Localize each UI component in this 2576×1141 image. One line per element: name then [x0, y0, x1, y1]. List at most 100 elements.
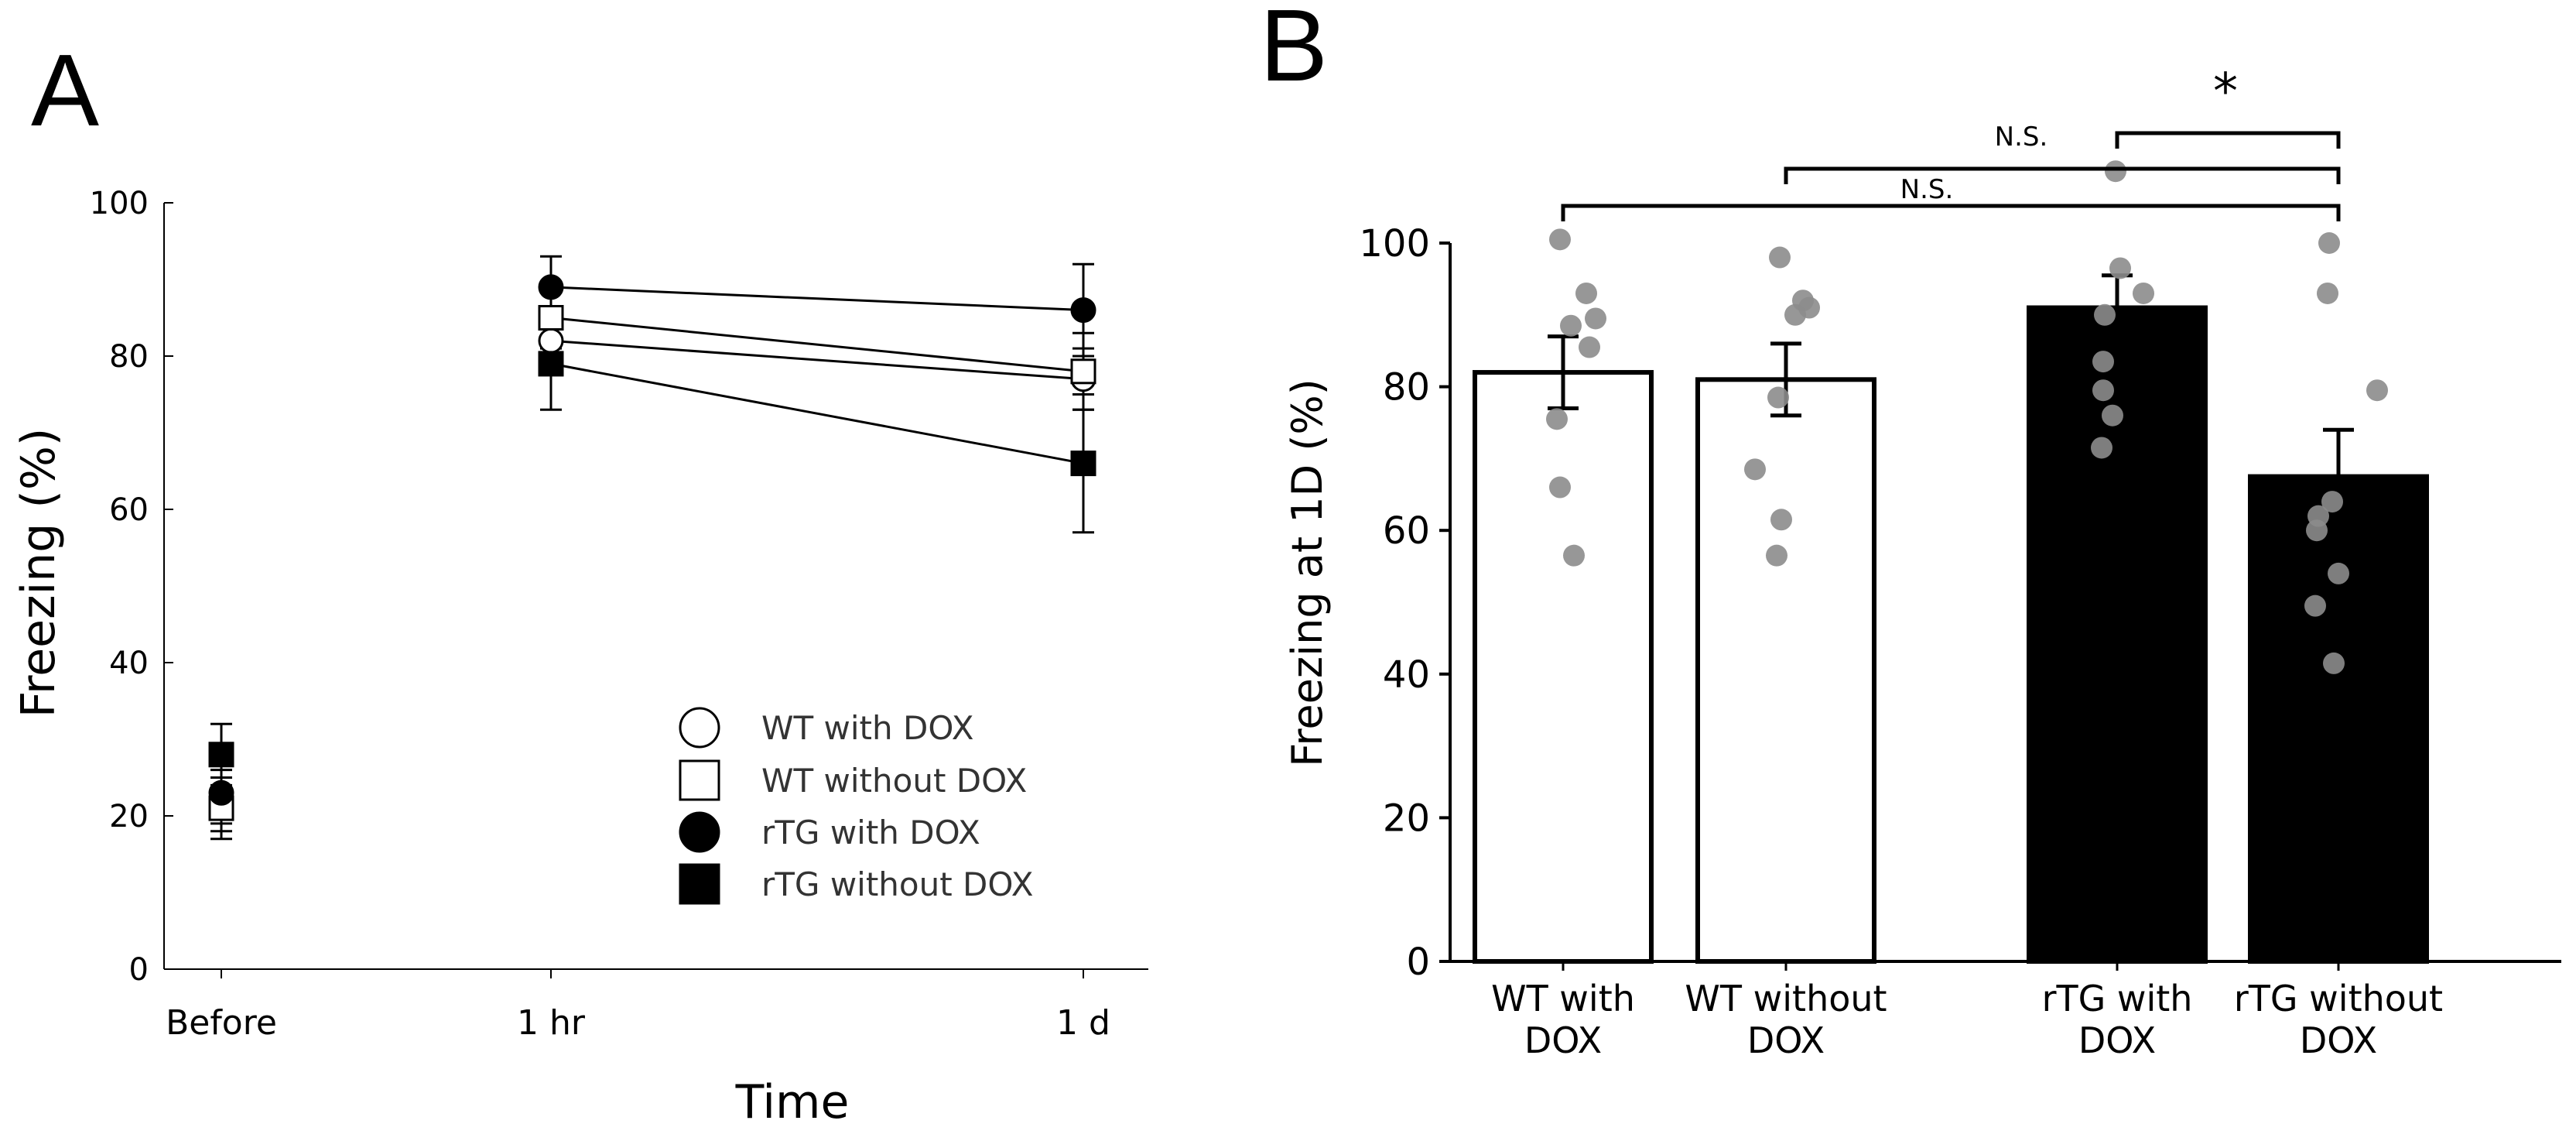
panel-b-bars	[1473, 305, 2429, 965]
panel-b-significance-bracket: N.S.	[1561, 174, 2341, 221]
panel-a-series-line	[550, 317, 1084, 373]
panel-b-significance-label: N.S.	[1995, 122, 2048, 152]
panel-a-axes	[163, 203, 1148, 970]
panel-b-significance-brackets: N.S. N.S. *	[1561, 63, 2341, 221]
panel-a-legend-label: WT without DOX	[761, 762, 1027, 800]
panel-a-legend-marker	[679, 811, 720, 853]
panel-b-data-point	[2318, 232, 2340, 254]
panel-b-data-point	[2304, 594, 2326, 617]
panel-b-y-axis-label: Freezing at 1D (%)	[1283, 379, 1332, 767]
panel-b-data-point	[2323, 652, 2345, 674]
panel-a-markers	[208, 274, 1096, 821]
panel-b-data-point	[1744, 458, 1766, 481]
panel-b-bar	[2248, 474, 2429, 964]
panel-b-data-point	[1549, 476, 1571, 499]
panel-a-legend-marker	[679, 707, 720, 749]
panel-b-data-point	[1770, 509, 1792, 531]
panel-b-data-point	[2091, 437, 2112, 459]
panel-b-data-point	[1579, 336, 1600, 358]
panel-a-data-point	[538, 351, 564, 377]
panel-a-data-point	[1070, 358, 1096, 385]
panel-b-data-point	[1769, 246, 1791, 269]
panel-b-data-point	[2366, 379, 2388, 402]
panel-b-data-point	[2321, 491, 2343, 513]
panel-a-legend-label: rTG without DOX	[761, 865, 1034, 903]
panel-b-y-tick-label: 20	[1383, 797, 1430, 840]
panel-b-data-point	[2094, 303, 2116, 326]
panel-b-bracket-line	[1784, 166, 2341, 184]
panel-a-y-tick-label: 0	[129, 952, 149, 988]
panel-a-data-point	[208, 742, 234, 768]
panel-b-y-tick-label: 100	[1359, 222, 1430, 266]
panel-a-y-tick-label: 40	[109, 646, 149, 681]
panel-b-bar	[1695, 377, 1876, 964]
panel-b-data-point	[1546, 408, 1568, 430]
panel-b-x-tick-label-line2: DOX	[1747, 1019, 1825, 1061]
panel-a-y-tick-label: 20	[109, 799, 149, 834]
panel-b-data-point	[1549, 228, 1571, 251]
panel-a-data-point	[538, 305, 564, 331]
panel-a-y-tick-label: 80	[109, 339, 149, 375]
panel-b-significance-label: *	[2213, 63, 2238, 121]
panel-b-data-point	[2092, 351, 2114, 373]
panel-b-bracket-line	[2115, 131, 2341, 149]
panel-a-x-categories: Before 1 hr 1 d	[166, 969, 1110, 1043]
panel-b-y-tick-label: 60	[1383, 509, 1430, 553]
panel-a-legend-marker	[679, 863, 720, 905]
panel-b-error-bars	[1548, 273, 2354, 526]
panel-a-x-tick-label: Before	[166, 1003, 277, 1043]
panel-b-data-point	[1563, 544, 1585, 567]
panel-a-series-lines	[550, 286, 1084, 465]
panel-b-x-tick-label-line2: DOX	[2078, 1019, 2156, 1061]
panel-b-data-point	[1766, 544, 1787, 567]
panel-a-legend-marker	[679, 759, 720, 801]
panel-a-data-point	[208, 780, 234, 806]
panel-b-x-tick-label-line2: DOX	[1524, 1019, 1602, 1061]
panel-a-series-line	[550, 286, 1084, 312]
panel-b-data-point	[2109, 257, 2131, 279]
panel-b-y-ticks: 0 20 40 60 80 100	[1359, 222, 1450, 984]
panel-a-y-ticks: 0 20 40 60 80 100	[90, 186, 173, 988]
panel-a-y-tick-label: 60	[109, 492, 149, 528]
panel-b-data-point	[1560, 314, 1582, 337]
panel-b-y-tick-label: 40	[1383, 653, 1430, 697]
panel-b-data-point	[2306, 519, 2328, 542]
panel-b-y-tick-label: 80	[1383, 366, 1430, 409]
panel-b-data-point	[2133, 282, 2154, 304]
panel-b-x-tick-label-line2: DOX	[2300, 1019, 2377, 1061]
panel-a-y-tick-label: 100	[90, 186, 149, 221]
panel-a-letter: A	[31, 33, 99, 147]
panel-a-data-point	[1070, 297, 1096, 324]
panel-b-data-point	[2317, 282, 2338, 304]
panel-a: A 0 20 40 60 80 100 Before 1 hr 1 d WT with DOX…	[12, 33, 1148, 1129]
panel-a-data-point	[538, 274, 564, 300]
panel-b-x-tick-label-line1: rTG with	[2042, 978, 2193, 1019]
panel-b-data-point	[2102, 404, 2123, 427]
panel-b-significance-bracket: N.S.	[1784, 122, 2341, 184]
panel-b-x-tick-label-line1: WT with	[1491, 978, 1635, 1019]
panel-a-data-point	[538, 327, 564, 354]
panel-b-data-point	[1767, 386, 1789, 409]
panel-b-data-point	[2092, 379, 2114, 402]
panel-a-legend-label: WT with DOX	[761, 709, 973, 747]
panel-a-legend: WT with DOX WT without DOX rTG with DOX rTG…	[679, 707, 1034, 905]
panel-b-data-point	[1585, 307, 1606, 330]
panel-b-significance-bracket: *	[2115, 63, 2341, 149]
panel-a-legend-item: rTG without DOX	[679, 863, 1034, 905]
panel-a-x-axis-label: Time	[735, 1075, 850, 1129]
panel-b-individual-points	[1546, 160, 2388, 674]
panel-b-letter: B	[1260, 0, 1328, 102]
panel-b-bracket-line	[1561, 204, 2341, 221]
panel-a-legend-item: rTG with DOX	[679, 811, 980, 853]
panel-a-error-bars	[210, 255, 1094, 841]
panel-b-y-tick-label: 0	[1406, 941, 1430, 984]
panel-b-significance-label: N.S.	[1900, 174, 1954, 205]
panel-b-data-point	[2105, 160, 2126, 183]
panel-b-x-tick-label-line1: WT without	[1685, 978, 1887, 1019]
panel-b-data-point	[2328, 562, 2349, 584]
panel-b-data-point	[1784, 303, 1806, 326]
panel-a-series-line	[550, 339, 1084, 381]
